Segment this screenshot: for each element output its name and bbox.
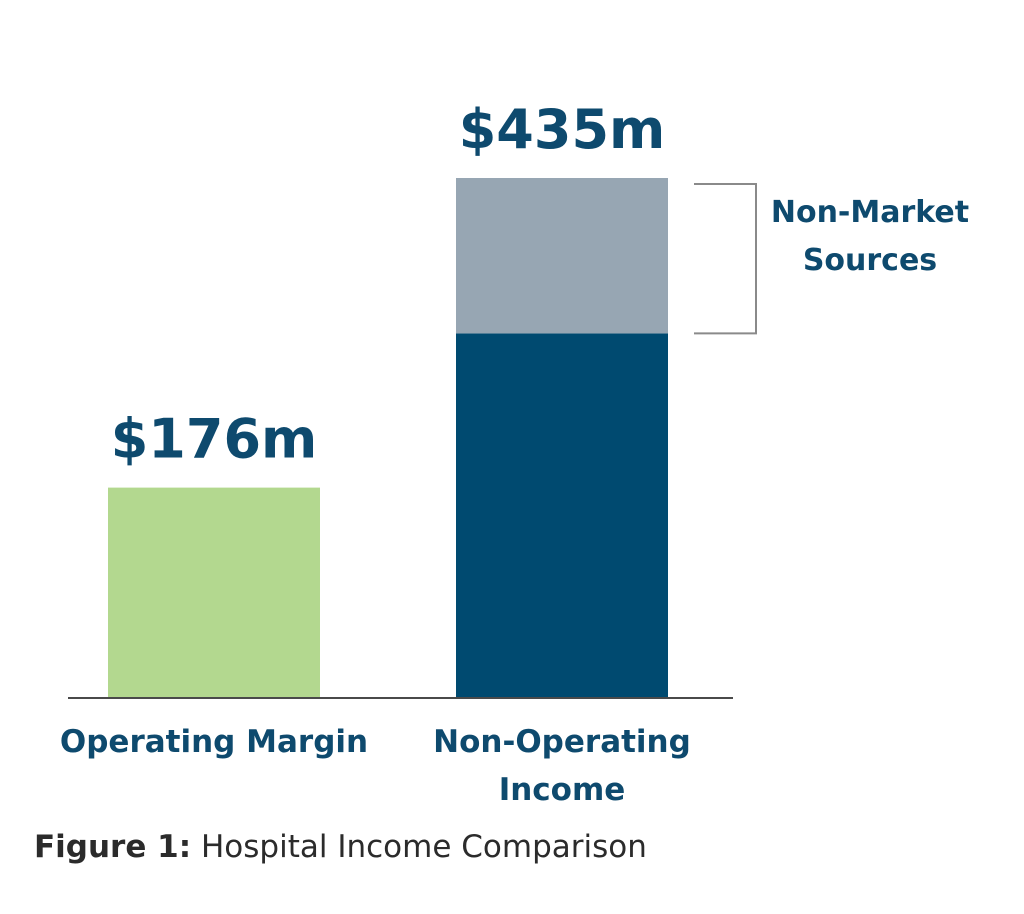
value-label-non-operating-income: $435m bbox=[459, 98, 666, 161]
caption-text: Hospital Income Comparison bbox=[191, 829, 647, 865]
bar-group bbox=[108, 178, 668, 698]
category-label-operating-margin: Operating Margin bbox=[60, 724, 368, 760]
value-label-group: $176m $435m bbox=[111, 98, 666, 471]
category-label-group: Operating Margin Non-Operating Income bbox=[60, 724, 691, 808]
annotation-bracket bbox=[694, 183, 757, 335]
bar-non-operating-income-base bbox=[456, 333, 668, 698]
annotation-group: Non-Market Sources bbox=[694, 183, 969, 335]
bar-non-operating-income-non-market-sources bbox=[456, 178, 668, 334]
category-label-non-operating-income: Non-Operating Income bbox=[433, 724, 691, 808]
annotation-label-non-market-sources: Non-Market Sources bbox=[771, 195, 969, 278]
value-label-operating-margin: $176m bbox=[111, 408, 318, 471]
bar-operating-margin-total bbox=[108, 487, 320, 698]
figure-caption: Figure 1: Hospital Income Comparison bbox=[34, 832, 647, 863]
caption-prefix: Figure 1: bbox=[34, 829, 192, 865]
